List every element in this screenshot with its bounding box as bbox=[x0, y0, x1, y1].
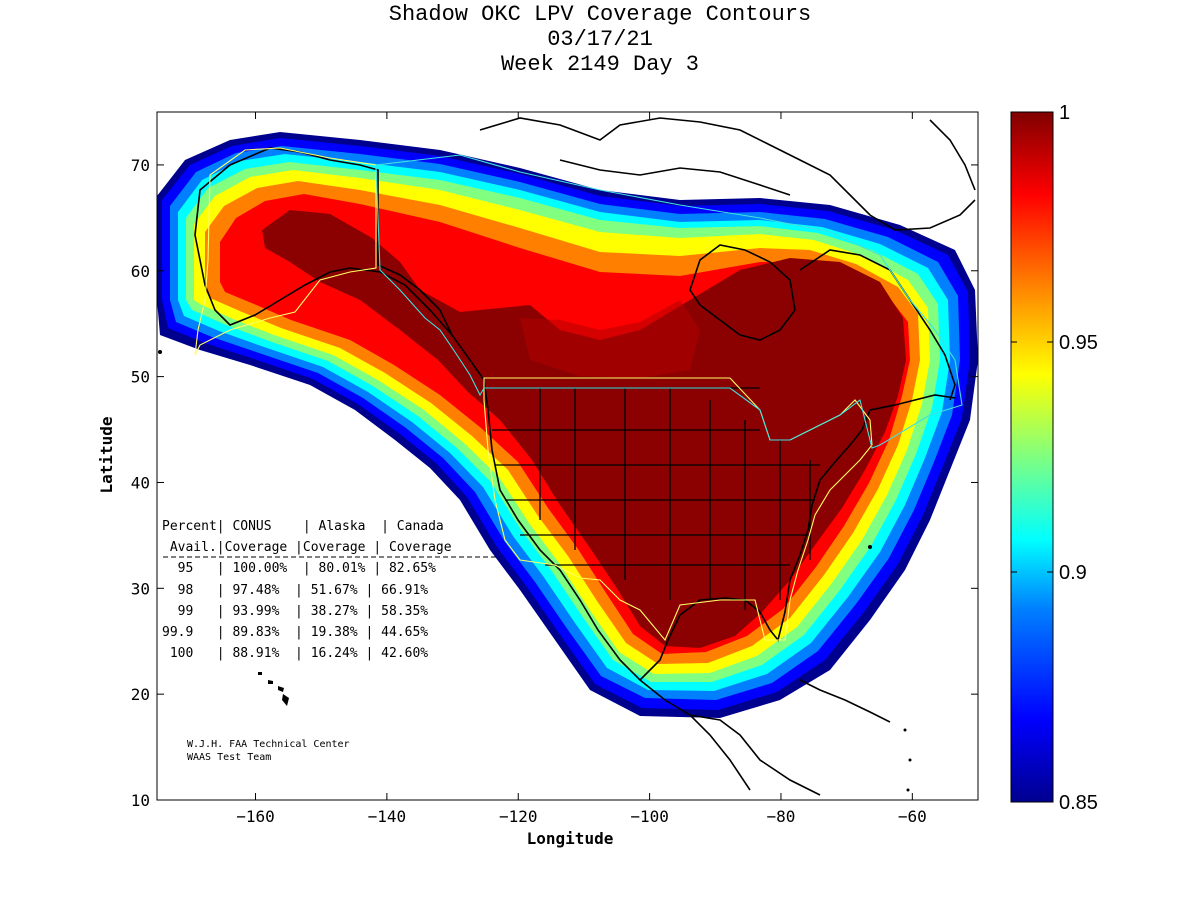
island-dot bbox=[906, 788, 910, 792]
credit-line-2: WAAS Test Team bbox=[187, 752, 271, 763]
table-row: 100 | 88.91% | 16.24% | 42.60% bbox=[162, 646, 428, 661]
coastline-west bbox=[451, 334, 751, 791]
x-tick-label: −100 bbox=[630, 807, 669, 826]
alaska-boundary bbox=[194, 147, 377, 356]
coastline-caribbean bbox=[799, 679, 891, 723]
y-tick-label: 20 bbox=[131, 685, 150, 704]
island-dot bbox=[868, 545, 872, 549]
chart-week-day: Week 2149 Day 3 bbox=[500, 52, 700, 77]
coastline-arctic-2 bbox=[559, 159, 791, 196]
colorbar-tick-label: 0.85 bbox=[1059, 792, 1098, 814]
table-header-2: Avail.|Coverage |Coverage | Coverage bbox=[162, 540, 452, 555]
table-row: 98 | 97.48% | 51.67% | 66.91% bbox=[162, 583, 428, 598]
table-row: 99 | 93.99% | 38.27% | 58.35% bbox=[162, 604, 428, 619]
island-dot bbox=[903, 728, 907, 732]
y-axis-ticks: 10 20 30 40 50 60 70 bbox=[131, 156, 978, 810]
x-tick-label: −120 bbox=[499, 807, 538, 826]
coastline-hudson bbox=[689, 244, 796, 341]
x-axis-ticks: −160 −140 −120 −100 −80 −60 bbox=[236, 112, 927, 826]
island-dot bbox=[908, 758, 912, 762]
colorbar-tick-label: 0.9 bbox=[1059, 562, 1087, 584]
x-axis-label: Longitude bbox=[527, 829, 614, 848]
canada-boundary bbox=[375, 154, 963, 449]
colorbar-tick-label: 1 bbox=[1059, 102, 1070, 124]
colorbar-ticks: 1 0.95 0.9 0.85 bbox=[1011, 102, 1098, 814]
coastline-mexico-central bbox=[689, 714, 821, 796]
chart-title: Shadow OKC LPV Coverage Contours bbox=[388, 2, 812, 27]
coverage-table: Percent| CONUS | Alaska | Canada Avail.|… bbox=[162, 519, 500, 661]
y-tick-label: 70 bbox=[131, 156, 150, 175]
coastline-greenland bbox=[929, 119, 976, 191]
coastline-arctic-islands bbox=[479, 117, 976, 231]
x-tick-label: −160 bbox=[236, 807, 275, 826]
x-tick-label: −80 bbox=[767, 807, 796, 826]
y-tick-label: 30 bbox=[131, 579, 150, 598]
x-tick-label: −60 bbox=[898, 807, 927, 826]
y-tick-label: 10 bbox=[131, 791, 150, 810]
plot-frame bbox=[156, 111, 979, 801]
y-tick-label: 60 bbox=[131, 262, 150, 281]
contour-band-100-alaska bbox=[282, 212, 370, 266]
credit-line-1: W.J.H. FAA Technical Center bbox=[187, 739, 350, 750]
colorbar bbox=[1010, 111, 1054, 803]
y-tick-label: 40 bbox=[131, 473, 150, 492]
table-header-1: Percent| CONUS | Alaska | Canada bbox=[162, 519, 444, 534]
contour-band-099-inner bbox=[520, 300, 700, 378]
us-state-borders bbox=[488, 387, 820, 610]
colorbar-tick-label: 0.95 bbox=[1059, 332, 1098, 354]
coverage-contours bbox=[157, 132, 978, 718]
x-tick-label: −140 bbox=[368, 807, 407, 826]
y-tick-label: 50 bbox=[131, 368, 150, 387]
islands bbox=[158, 350, 912, 792]
coastline-alaska bbox=[194, 147, 453, 336]
table-row: 99.9 | 89.83% | 19.38% | 44.65% bbox=[162, 625, 428, 640]
y-axis-label: Latitude bbox=[97, 416, 116, 493]
chart-date: 03/17/21 bbox=[547, 27, 653, 52]
island-dot bbox=[158, 350, 162, 354]
table-row: 95 | 100.00% | 80.01% | 82.65% bbox=[162, 561, 436, 576]
island-hawaii bbox=[258, 672, 289, 706]
